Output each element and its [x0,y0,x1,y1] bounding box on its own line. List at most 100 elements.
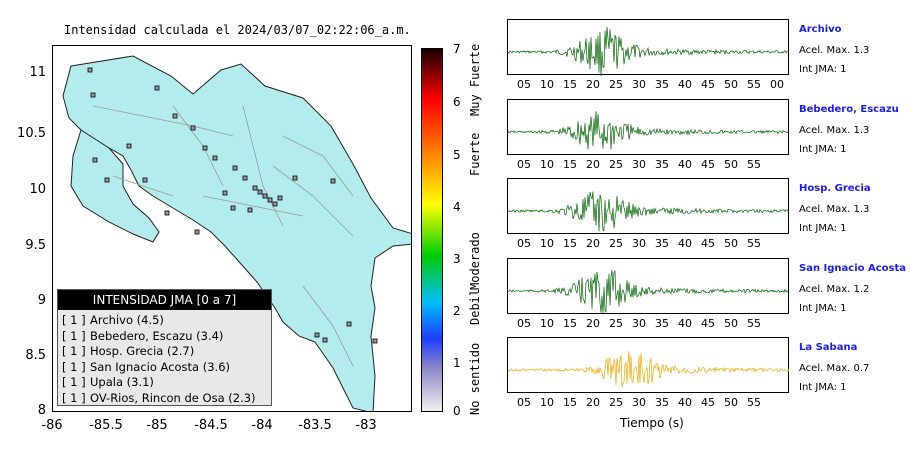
seismogram-panel[interactable] [507,99,790,155]
seismogram-trace [508,111,790,150]
time-tick-label: 50 [724,396,738,409]
legend-row: [ 1 ] Bebedero, Escazu (3.4) [62,328,224,343]
seismogram-panel[interactable] [507,19,789,76]
time-axis-title: Tiempo (s) [620,416,684,430]
station-max-accel: Acel. Max. 1.2 [799,284,870,295]
station-name[interactable]: La Sabana [799,342,858,353]
time-tick-label: 15 [563,78,577,91]
time-tick-label: 30 [632,396,646,409]
x-tick-83: -83 [355,418,377,433]
legend-header: INTENSIDAD JMA [0 a 7] [58,290,271,310]
seismogram-trace [508,351,790,388]
y-tick-9-5: 9.5 [25,238,46,253]
cb-label-0: 0 [453,404,461,418]
intensity-legend: INTENSIDAD JMA [0 a 7] [ 1 ] Archivo (4.5… [57,289,272,406]
time-tick-label: 50 [724,78,738,91]
cat-debil: Debil [468,288,482,325]
y-tick-9: 9 [37,293,46,308]
time-tick-label: 20 [586,237,600,250]
time-tick-label: 45 [701,78,715,91]
legend-row: [ 1 ] Hosp. Grecia (2.7) [62,344,195,358]
time-tick-label: 25 [609,237,623,250]
seismogram-panel[interactable] [507,258,790,314]
seismogram-trace [508,270,790,314]
cb-label-7: 7 [453,42,461,56]
y-tick-10-5: 10.5 [17,126,46,141]
time-tick-label: 20 [586,396,600,409]
cat-no-sentido: No sentido [468,342,482,415]
cb-label-5: 5 [453,148,461,162]
station-jma-intensity: Int JMA: 1 [799,303,847,314]
time-tick-label: 35 [655,317,669,330]
time-tick-label: 40 [678,237,692,250]
time-tick-label: 10 [540,78,554,91]
x-tick-85-5: -85.5 [89,418,123,433]
time-tick-label: 10 [540,396,554,409]
y-tick-8: 8 [37,403,46,418]
station-jma-intensity: Int JMA: 1 [799,382,847,393]
time-tick-label: 45 [701,237,715,250]
cat-fuerte: Fuerte [468,132,482,176]
x-tick-83-5: -83.5 [298,418,332,433]
time-tick-label: 25 [609,317,623,330]
time-tick-label: 05 [517,396,531,409]
legend-row: [ 1 ] OV-Rios, Rincon de Osa (2.3) [62,390,256,405]
time-tick-label: 45 [701,396,715,409]
time-tick-label: 50 [724,317,738,330]
seismogram-panel[interactable] [507,178,790,234]
time-tick-label: 55 [747,317,761,330]
time-tick-label: 05 [517,158,531,171]
time-tick-label: 15 [563,396,577,409]
station-name[interactable]: Archivo [799,24,842,35]
time-tick-label: 40 [678,317,692,330]
time-tick-label: 40 [678,396,692,409]
station-max-accel: Acel. Max. 1.3 [799,204,870,215]
time-tick-label: 10 [540,237,554,250]
time-tick-label: 30 [632,158,646,171]
time-tick-label: 55 [747,158,761,171]
time-tick-label: 50 [724,158,738,171]
seismogram-panel[interactable] [507,337,790,393]
station-name[interactable]: Bebedero, Escazu [799,104,899,115]
time-tick-label: 50 [724,237,738,250]
time-tick-label: 20 [586,78,600,91]
time-tick-label: 00 [770,78,784,91]
time-tick-label: 05 [517,237,531,250]
station-jma-intensity: Int JMA: 1 [799,64,847,75]
time-tick-label: 15 [563,317,577,330]
seismogram-trace [508,191,790,232]
seismogram-trace [508,26,789,76]
time-tick-label: 25 [609,78,623,91]
x-tick-84-5: -84.5 [194,418,228,433]
legend-row: [ 1 ] Archivo (4.5) [62,313,164,327]
time-tick-label: 20 [586,158,600,171]
time-tick-label: 55 [747,396,761,409]
station-max-accel: Acel. Max. 1.3 [799,45,870,56]
intensity-colorbar [421,48,443,412]
time-tick-label: 15 [563,237,577,250]
y-tick-10: 10 [29,182,46,197]
time-tick-label: 55 [747,237,761,250]
time-tick-label: 35 [655,237,669,250]
station-max-accel: Acel. Max. 1.3 [799,125,870,136]
station-name[interactable]: Hosp. Grecia [799,183,871,194]
station-markers [87,67,378,344]
station-name[interactable]: San Ignacio Acosta [799,263,907,274]
cat-moderado: Moderado [468,232,482,290]
time-tick-label: 05 [517,317,531,330]
time-tick-label: 45 [701,317,715,330]
time-tick-label: 40 [678,78,692,91]
legend-row: [ 1 ] Upala (3.1) [62,375,154,389]
cb-label-1: 1 [453,356,461,370]
time-tick-label: 30 [632,78,646,91]
map-title: Intensidad calculada el 2024/03/07_02:22… [64,23,411,37]
station-jma-intensity: Int JMA: 1 [799,223,847,234]
cb-label-3: 3 [453,252,461,266]
cb-label-2: 2 [453,304,461,318]
x-tick-86: -86 [41,418,63,433]
x-tick-84: -84 [251,418,273,433]
cb-label-6: 6 [453,95,461,109]
time-tick-label: 10 [540,317,554,330]
station-jma-intensity: Int JMA: 1 [799,144,847,155]
time-tick-label: 40 [678,158,692,171]
